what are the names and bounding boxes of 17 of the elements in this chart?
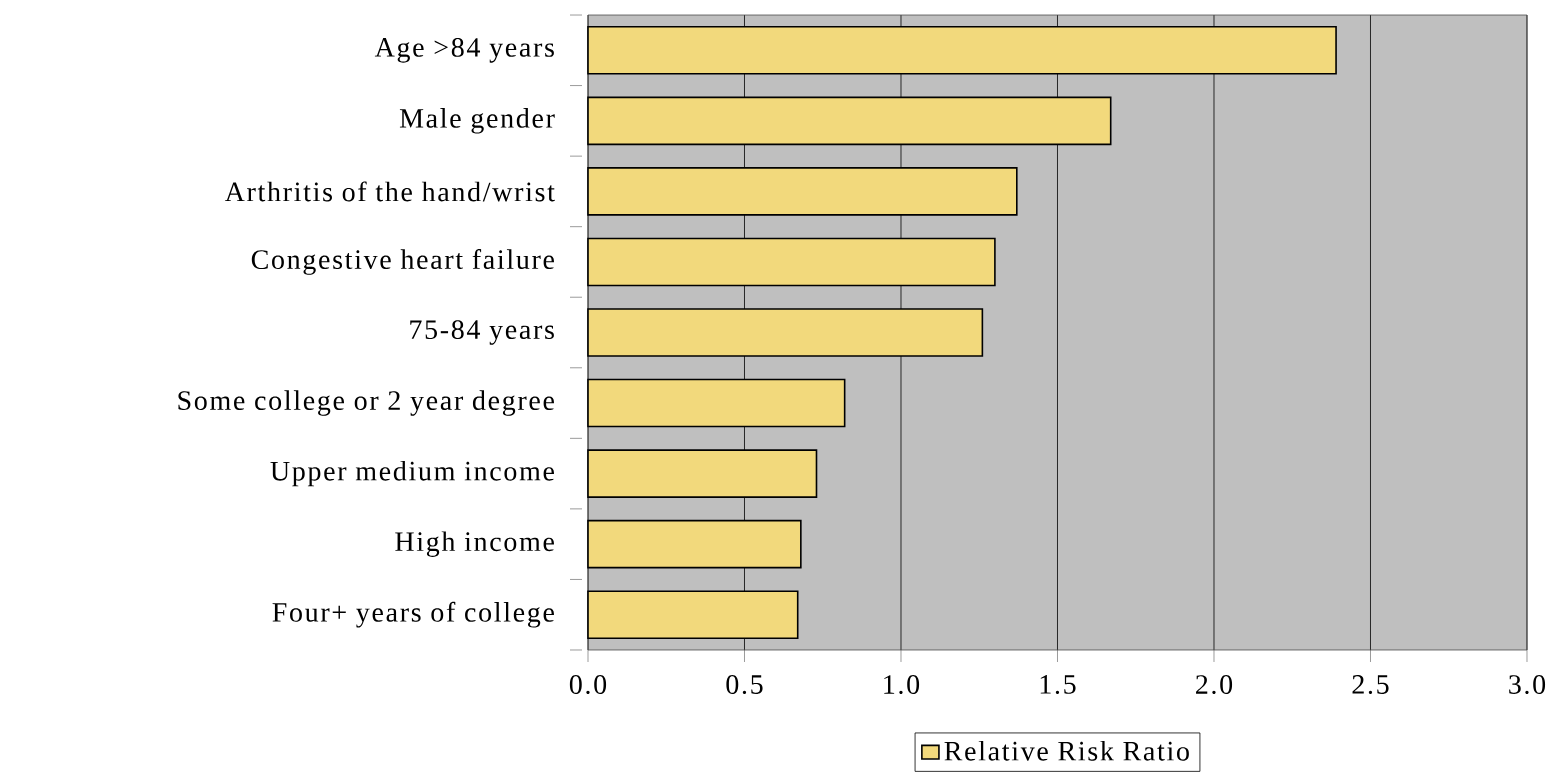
y-tick-label: Arthritis of the hand/wrist: [224, 181, 555, 202]
x-tick-label: 0.0: [569, 675, 607, 695]
legend-label: Relative Risk Ratio: [944, 740, 1189, 761]
y-tick-label: Four+ years of college: [272, 601, 554, 628]
x-tick-label: 2.5: [1352, 675, 1389, 695]
x-tick-label: 1.5: [1040, 675, 1076, 694]
y-tick-label: Some college or 2 year degree: [178, 390, 554, 416]
y-tick-label: 75-84 years: [410, 320, 554, 345]
y-tick-label: Upper medium income: [270, 460, 554, 487]
y-tick-label: Congestive heart failure: [251, 249, 554, 275]
y-tick-label: High income: [395, 531, 554, 557]
y-tick-label: Male gender: [399, 108, 555, 134]
y-tick-label: Age >84 years: [374, 37, 554, 63]
x-tick-label: 3.0: [1509, 675, 1546, 695]
x-tick-label: 1.0: [884, 675, 920, 695]
x-tick-label: 0.5: [726, 675, 763, 695]
x-tick-label: 2.0: [1196, 675, 1233, 695]
